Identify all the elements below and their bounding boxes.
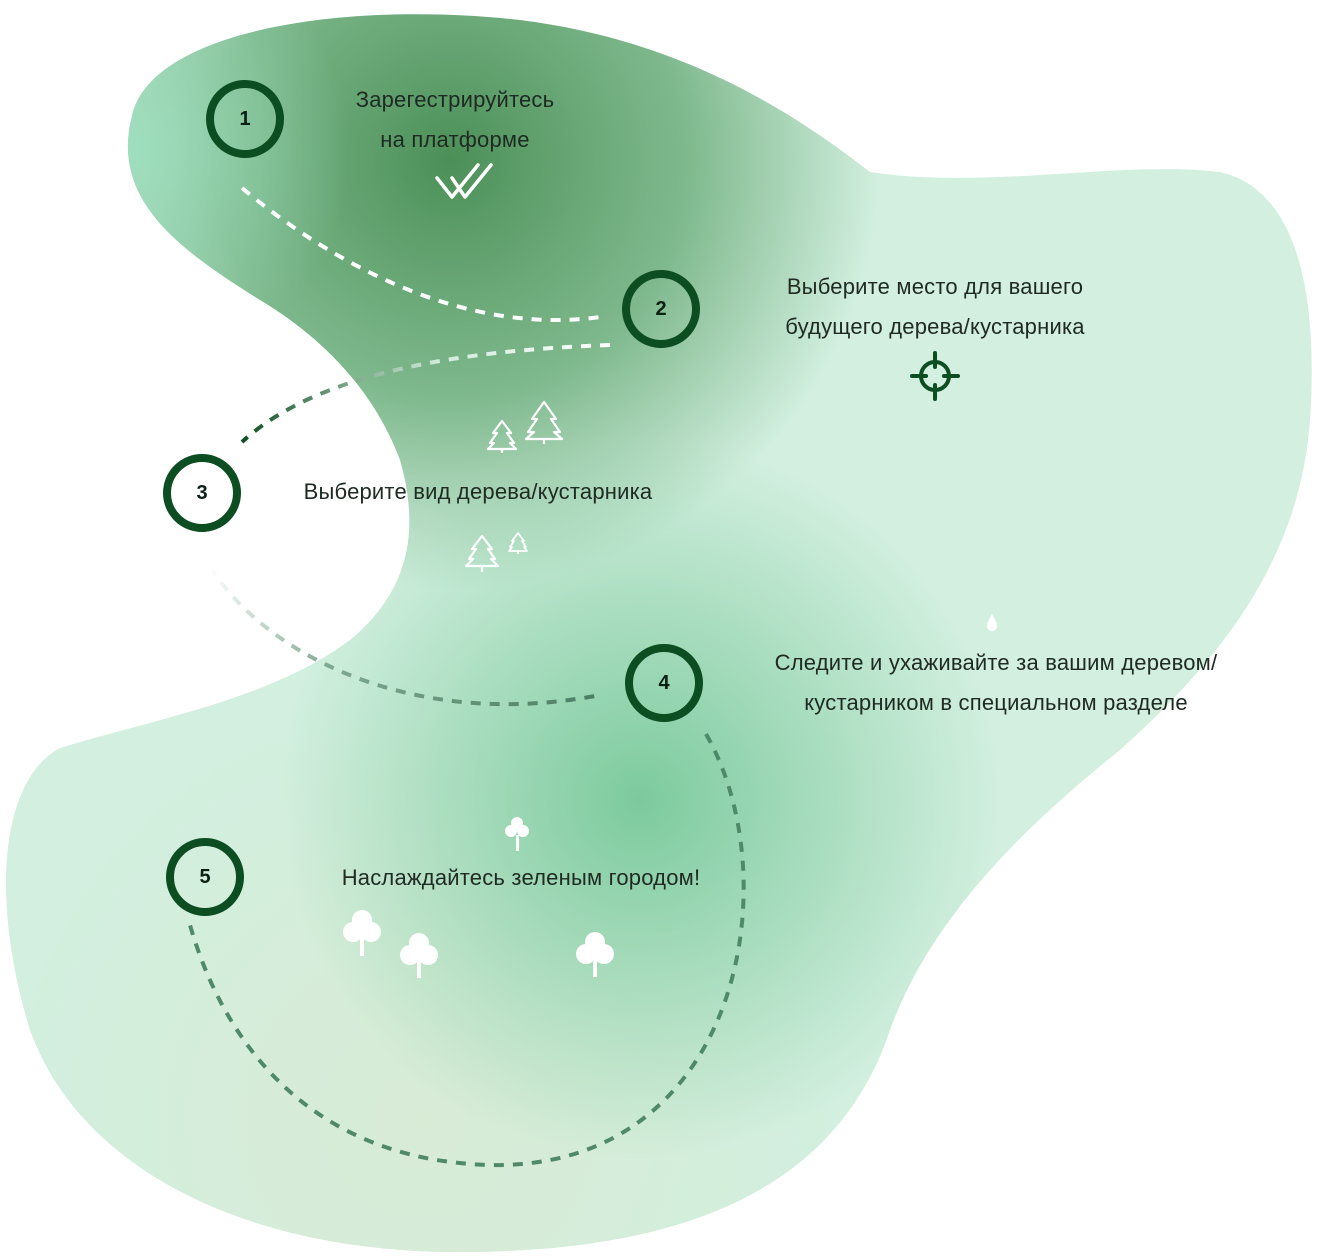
- step-3-ring: [163, 454, 241, 532]
- round-tree-icon: [505, 817, 529, 851]
- step-1-text-line: Зарегестрируйтесь: [355, 87, 555, 112]
- step-1-text: Зарегестрируйтесь на платформе: [313, 80, 597, 160]
- step-1-number: 1: [239, 107, 251, 130]
- step-2-number: 2: [655, 297, 667, 320]
- step-5-number: 5: [199, 865, 211, 888]
- step-4-number: 4: [658, 671, 670, 694]
- fir-tree-icon: [464, 534, 500, 572]
- step-4-text-line: Следите и ухаживайте за вашим деревом/: [774, 650, 1218, 675]
- crosshair-target-icon: [910, 351, 960, 401]
- round-tree-icon: [400, 933, 438, 978]
- fir-tree-icon: [524, 400, 564, 444]
- step-4-ring: [625, 644, 703, 722]
- step-1-ring: [206, 80, 284, 158]
- step-3-text-line: Выберите вид дерева/кустарника: [303, 479, 653, 504]
- step-2-ring: [622, 270, 700, 348]
- step-3-number: 3: [196, 481, 208, 504]
- step-5-ring: [166, 838, 244, 916]
- connector-3-4: [208, 565, 601, 707]
- step-4-text-line: кустарником в специальном разделе: [804, 690, 1188, 715]
- fir-tree-icon: [486, 419, 518, 453]
- step-1-text-line: на платформе: [380, 127, 530, 152]
- round-tree-icon: [343, 910, 381, 956]
- step-2-text-line: Выберите место для вашего: [786, 274, 1084, 299]
- step-2-text: Выберите место для вашего будущего дерев…: [735, 267, 1135, 347]
- step-5-text: Наслаждайтесь зеленым городом!: [296, 858, 746, 898]
- connector-2-3: [240, 343, 611, 444]
- connector-1-2: [240, 186, 601, 322]
- fir-tree-icon: [508, 532, 528, 554]
- round-tree-icon: [576, 932, 614, 977]
- step-5-text-line: Наслаждайтесь зеленым городом!: [341, 865, 701, 890]
- water-drop-icon: [987, 614, 997, 631]
- step-2-text-line: будущего дерева/кустарника: [785, 314, 1085, 339]
- step-4-text: Следите и ухаживайте за вашим деревом/ к…: [721, 643, 1271, 723]
- step-3-text: Выберите вид дерева/кустарника: [258, 472, 698, 512]
- double-check-icon: [435, 163, 493, 199]
- connector-4-5: [188, 733, 746, 1168]
